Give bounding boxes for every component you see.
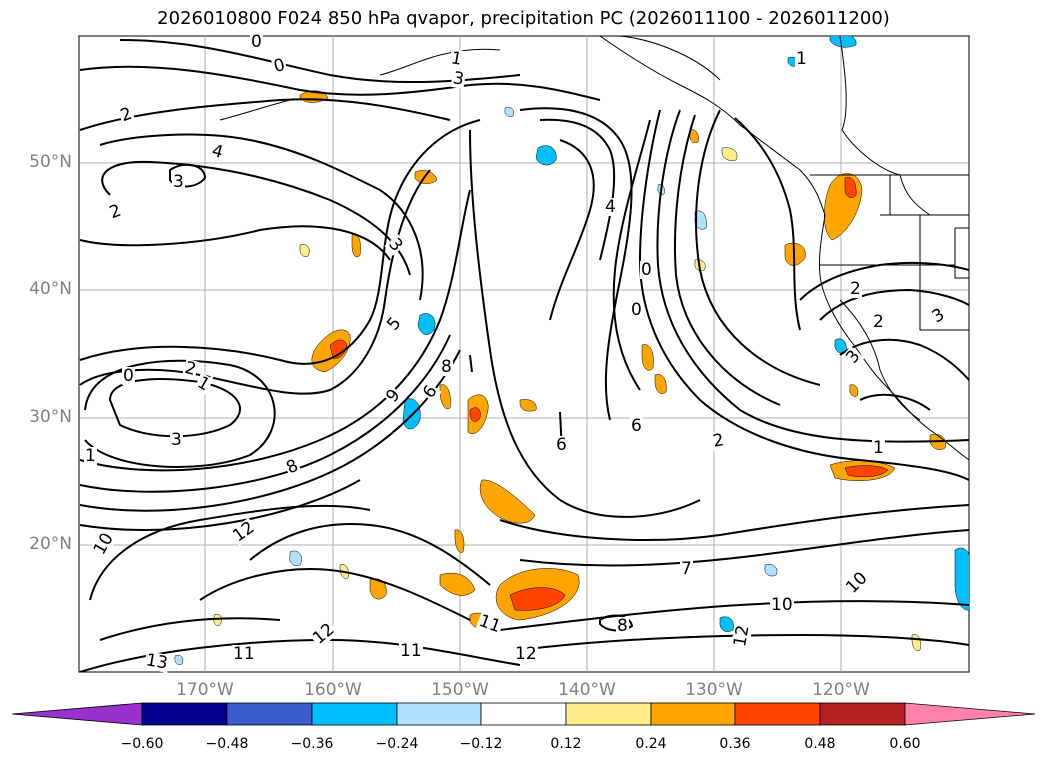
contour-label: 0 xyxy=(250,32,263,52)
contour-label: 12 xyxy=(730,622,754,650)
colorbar-tick: 0.24 xyxy=(635,736,667,752)
coastlines xyxy=(219,36,969,461)
colorbar-tick: 0.60 xyxy=(889,736,921,752)
contour-label: 3 xyxy=(170,430,183,450)
contour-label: 1 xyxy=(84,446,97,466)
contour-label: 4 xyxy=(604,197,617,217)
contour-label: 12 xyxy=(514,644,538,664)
colorbar-tick: −0.48 xyxy=(205,736,249,752)
contour-label: 1 xyxy=(795,49,808,69)
contour-label: 1 xyxy=(872,438,885,458)
colorbar-bin xyxy=(226,702,313,726)
colorbar-tick: 0.36 xyxy=(719,736,751,752)
contour-label: 8 xyxy=(440,357,453,377)
contour-label: 13 xyxy=(143,650,171,674)
colorbar-tick: −0.36 xyxy=(290,736,334,752)
colorbar-tick: −0.12 xyxy=(459,736,503,752)
colorbar-tick: −0.60 xyxy=(120,736,164,752)
colorbar-tick: 0.12 xyxy=(550,736,582,752)
contour-label: 0 xyxy=(122,366,135,386)
colorbar xyxy=(11,702,1036,726)
colorbar-bin xyxy=(480,702,567,726)
colorbar-tick: 0.48 xyxy=(804,736,836,752)
lon-label-140w: 140°W xyxy=(558,680,616,700)
colorbar-bin xyxy=(311,702,398,726)
contour-label: 6 xyxy=(555,435,568,455)
colorbar-bin xyxy=(141,702,228,726)
lon-label-130w: 130°W xyxy=(685,680,743,700)
contour-label: 8 xyxy=(616,616,629,636)
contour-label: 11 xyxy=(232,644,256,664)
contour-label: 11 xyxy=(399,641,423,661)
contour-label: 7 xyxy=(680,559,693,579)
lon-label-120w: 120°W xyxy=(812,680,870,700)
colorbar-extend-low xyxy=(11,702,143,726)
contour-label: 0 xyxy=(640,260,653,280)
map-title: 2026010800 F024 850 hPa qvapor, precipit… xyxy=(157,8,890,29)
lon-label-160w: 160°W xyxy=(304,680,362,700)
map-frame xyxy=(78,35,970,673)
contour-label: 0 xyxy=(630,300,643,320)
contour-label: 2 xyxy=(872,312,885,332)
lon-label-170w: 170°W xyxy=(176,680,234,700)
colorbar-extend-high xyxy=(904,702,1036,726)
contour-label: 10 xyxy=(770,595,794,615)
colorbar-bin xyxy=(734,702,821,726)
contour-label: 2 xyxy=(849,279,862,299)
contour-label: 6 xyxy=(630,416,643,436)
colorbar-bin xyxy=(650,702,736,726)
colorbar-bin xyxy=(565,702,652,726)
colorbar-tick: −0.24 xyxy=(375,736,419,752)
colorbar-bin xyxy=(396,702,482,726)
contour-label: 3 xyxy=(172,172,185,192)
lat-label-50n: 50°N xyxy=(29,152,72,172)
lat-label-40n: 40°N xyxy=(29,279,72,299)
lat-label-20n: 20°N xyxy=(29,534,72,554)
lon-label-150w: 150°W xyxy=(431,680,489,700)
lat-label-30n: 30°N xyxy=(29,407,72,427)
colorbar-bin xyxy=(819,702,906,726)
